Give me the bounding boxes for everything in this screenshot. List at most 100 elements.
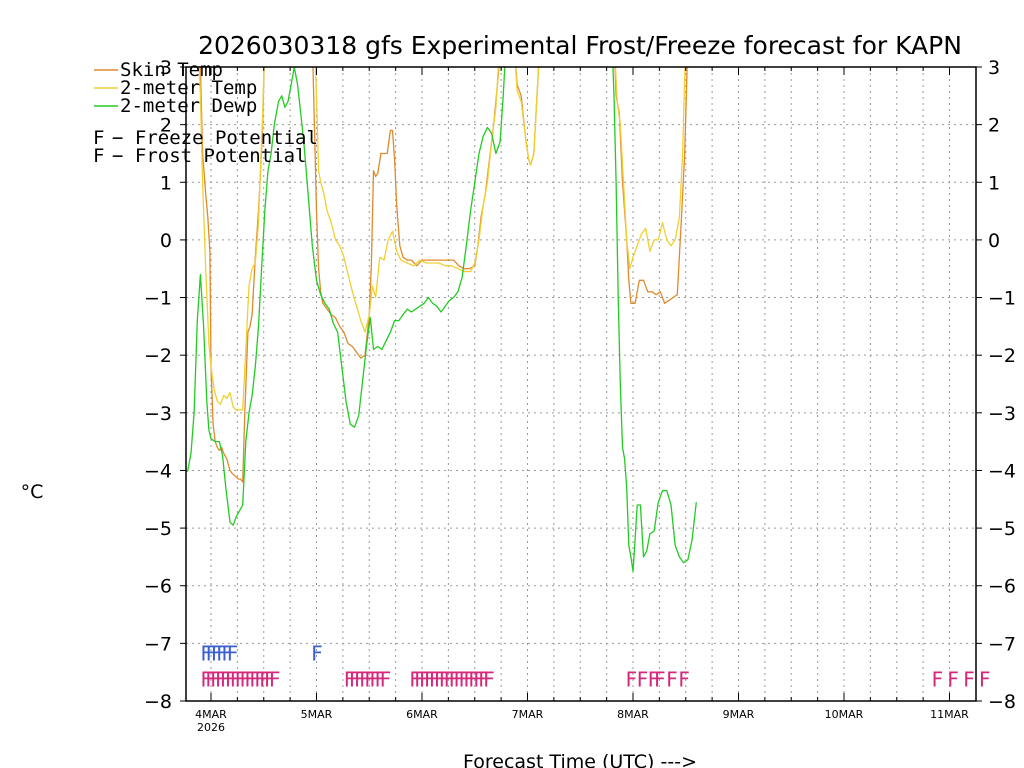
legend-label: 2-meter Dewp — [120, 95, 257, 117]
frost-flag: F — [227, 642, 239, 666]
freeze-flag: F — [354, 668, 366, 692]
freeze-flag: F — [249, 668, 261, 692]
y-tick-label-right: −3 — [988, 403, 1016, 425]
legend-label: Skin Temp — [120, 59, 223, 81]
y-tick-label-right: −5 — [988, 518, 1016, 540]
x-tick-label: 11MAR — [930, 708, 969, 721]
frost-flag: F — [216, 642, 228, 666]
freeze-flag: F — [380, 668, 392, 692]
freeze-flag: F — [359, 668, 371, 692]
y-tick-label-left: 1 — [160, 172, 172, 194]
legend-label: 2-meter Temp — [120, 77, 257, 99]
chart-title: 2026030318 gfs Experimental Frost/Freeze… — [198, 31, 962, 60]
freeze-flag: F — [240, 668, 252, 692]
y-tick-label-left: −4 — [144, 460, 172, 482]
x-tick-label: 5MAR — [301, 708, 333, 721]
freeze-flag: F — [254, 668, 266, 692]
x-tick-label: 6MAR — [406, 708, 438, 721]
x-tick-sublabel: 2026 — [197, 721, 225, 734]
frost-flag: F — [200, 642, 212, 666]
y-tick-label-right: −7 — [988, 633, 1016, 655]
freeze-flag: F — [666, 668, 678, 692]
y-tick-label-left: −5 — [144, 518, 172, 540]
legend-letter: F — [93, 127, 104, 149]
y-tick-label-right: 2 — [988, 115, 1000, 137]
freeze-flag: F — [349, 668, 361, 692]
x-tick-label: 4MAR — [195, 708, 227, 721]
freeze-flag: F — [205, 668, 217, 692]
freeze-flag: F — [235, 668, 247, 692]
freeze-flag: F — [483, 668, 495, 692]
freeze-flag: F — [439, 668, 451, 692]
freeze-flag: F — [932, 668, 944, 692]
freeze-flag: F — [424, 668, 436, 692]
frost-flag: F — [311, 642, 323, 666]
freeze-flag: F — [678, 668, 690, 692]
freeze-flag: F — [626, 668, 638, 692]
x-tick-label: 8MAR — [617, 708, 649, 721]
freeze-flag: F — [979, 668, 991, 692]
grid-lines — [186, 67, 976, 701]
frost-flag: F — [206, 642, 218, 666]
freeze-flag: F — [463, 668, 475, 692]
freeze-flag: F — [947, 668, 959, 692]
x-tick-label: 9MAR — [723, 708, 755, 721]
y-tick-label-left: −1 — [144, 288, 172, 310]
x-tick-label: 7MAR — [512, 708, 544, 721]
y-tick-label-right: 0 — [988, 230, 1000, 252]
freeze-flag: F — [473, 668, 485, 692]
freeze-flag: F — [637, 668, 649, 692]
freeze-flag: F — [444, 668, 456, 692]
series-line-2-meter-dewp — [186, 67, 697, 572]
y-tick-label-left: 3 — [160, 57, 172, 79]
legend-label: − Frost Potential — [112, 145, 306, 167]
freeze-flag: F — [963, 668, 975, 692]
frost-flag: F — [211, 642, 223, 666]
y-axis-ticks: −8 −8 −7 −7 −6 −6 −5 −5 −4 −4 −3 −3 −2 −2 −1 −1 0 0 1 1 2 2 3 3 — [144, 57, 1016, 713]
y-tick-label-left: 2 — [160, 115, 172, 137]
freeze-flag: F — [245, 668, 257, 692]
x-axis-label: Forecast Time (UTC) ---> — [463, 751, 697, 768]
freeze-flag: F — [419, 668, 431, 692]
freeze-flag: F — [648, 668, 660, 692]
freeze-flag: F — [454, 668, 466, 692]
freeze-flag: F — [200, 668, 212, 692]
legend-label: − Freeze Potential — [112, 127, 318, 149]
y-tick-label-right: −4 — [988, 460, 1016, 482]
y-tick-label-right: 1 — [988, 172, 1000, 194]
freeze-flag: F — [468, 668, 480, 692]
y-tick-label-left: −8 — [144, 691, 172, 713]
y-tick-label-right: −8 — [988, 691, 1016, 713]
y-tick-label-right: −2 — [988, 345, 1016, 367]
series-line-2-meter-temp — [198, 67, 686, 411]
freeze-flag: F — [220, 668, 232, 692]
y-tick-label-left: −6 — [144, 576, 172, 598]
freeze-flag: F — [259, 668, 271, 692]
freeze-flag: F — [429, 668, 441, 692]
freeze-flag: F — [269, 668, 281, 692]
freeze-flag: F — [344, 668, 356, 692]
y-axis-label: °C — [21, 481, 44, 503]
plot-frame — [185, 66, 977, 702]
y-tick-label-right: −1 — [988, 288, 1016, 310]
legend-letter: F — [93, 145, 104, 167]
freeze-flag: F — [409, 668, 421, 692]
freeze-flag: F — [210, 668, 222, 692]
freeze-flag: F — [370, 668, 382, 692]
freeze-flag: F — [230, 668, 242, 692]
freeze-flag: F — [459, 668, 471, 692]
y-tick-label-right: −6 — [988, 576, 1016, 598]
freeze-flag: F — [478, 668, 490, 692]
freeze-flag: F — [215, 668, 227, 692]
freeze-flag: F — [264, 668, 276, 692]
freeze-flag: F — [364, 668, 376, 692]
freeze-flag: F — [434, 668, 446, 692]
series-layer — [186, 67, 697, 572]
freeze-flag: F — [414, 668, 426, 692]
x-tick-label: 10MAR — [825, 708, 864, 721]
frost-flag: F — [222, 642, 234, 666]
freeze-flag: F — [449, 668, 461, 692]
freeze-flag: F — [375, 668, 387, 692]
